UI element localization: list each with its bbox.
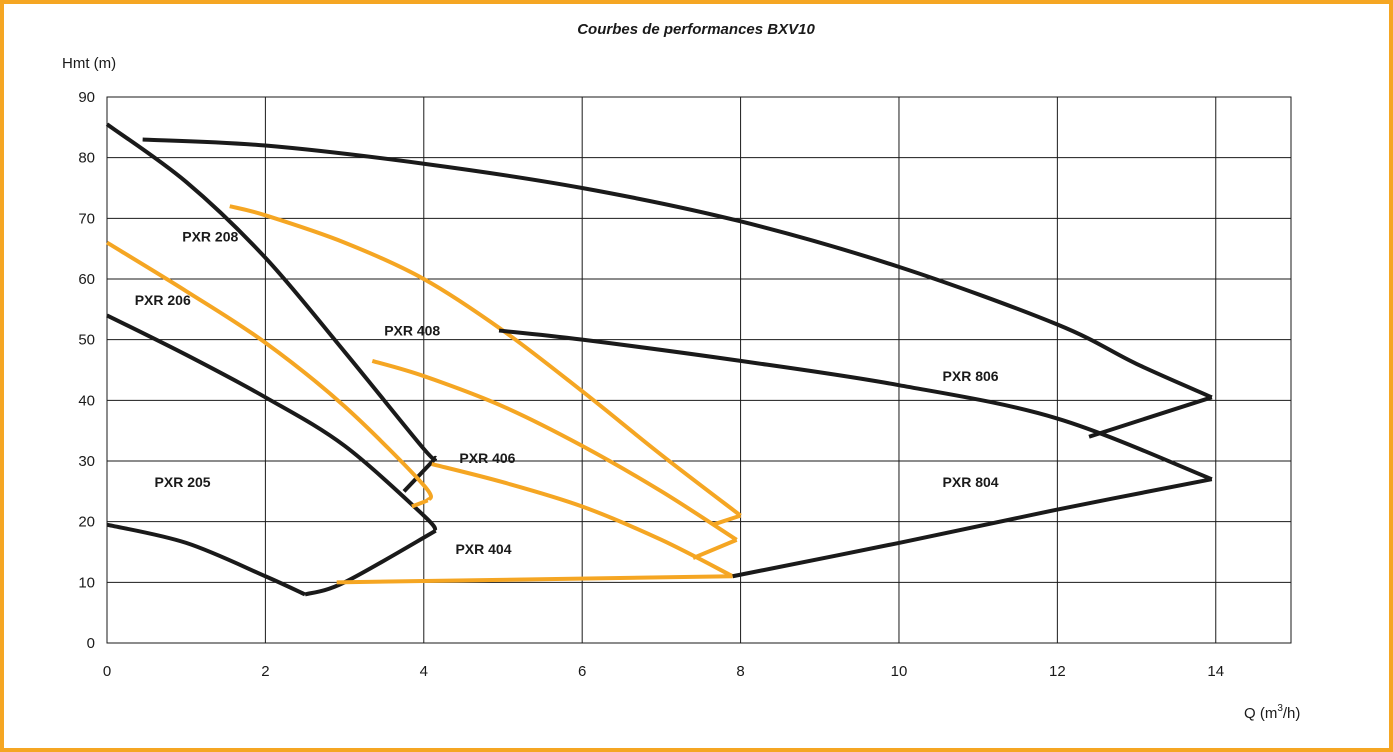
- curve-label-pxr-408: PXR 408: [384, 323, 440, 339]
- curve-pxr804-bottom: [732, 477, 1213, 579]
- x-tick-label: 10: [891, 663, 908, 680]
- curve-labels: PXR 208 PXR 206 PXR 408 PXR 406 PXR 205 PXR 4…: [135, 229, 999, 557]
- x-tick-label: 12: [1049, 663, 1066, 680]
- curve-label-pxr-208: PXR 208: [182, 229, 238, 245]
- curve-pxr404-left: [304, 529, 437, 597]
- curve-pxr404-top: [431, 462, 734, 579]
- y-tick-label: 50: [78, 332, 95, 349]
- x-axis-label: Q (m3/h): [1244, 703, 1300, 722]
- plot-area-border: [106, 96, 1292, 644]
- curve-pxr406-top: [371, 358, 738, 542]
- curve-pxr806-bottom: [1088, 395, 1213, 439]
- curve-pxr208-bottom: [402, 456, 438, 493]
- tick-labels: 0 10 20 30 40 50 60 70 80 90 0 2 4 6 8 10 12 14: [78, 89, 1224, 680]
- y-tick-label: 20: [78, 514, 95, 531]
- curve-label-pxr-404: PXR 404: [455, 541, 511, 557]
- y-tick-label: 0: [87, 635, 95, 652]
- x-tick-label: 14: [1207, 663, 1224, 680]
- curve-pxr206-bottom: [411, 498, 429, 509]
- y-tick-label: 80: [78, 150, 95, 167]
- y-tick-label: 40: [78, 392, 95, 409]
- curve-pxr205-top: [106, 313, 438, 532]
- x-tick-label: 4: [420, 663, 428, 680]
- y-tick-label: 10: [78, 574, 95, 591]
- y-tick-label: 60: [78, 271, 95, 288]
- y-tick-label: 30: [78, 453, 95, 470]
- curve-pxr408-top: [229, 204, 742, 518]
- curve-label-pxr-806: PXR 806: [943, 368, 999, 384]
- curve-pxr208-top: [105, 122, 438, 462]
- x-axis-label-main: Q (m: [1244, 705, 1277, 722]
- chart-title: Courbes de performances BXV10: [577, 21, 815, 38]
- curve-label-pxr-406: PXR 406: [459, 450, 515, 466]
- curve-pxr804-top: [498, 328, 1213, 482]
- x-axis-label-sup: 3: [1277, 703, 1283, 714]
- x-tick-label: 2: [261, 663, 269, 680]
- y-tick-label: 70: [78, 210, 95, 227]
- curves: [105, 122, 1213, 597]
- curve-pxr205-bottom: [106, 522, 306, 597]
- y-tick-label: 90: [78, 89, 95, 106]
- curve-pxr206-top: [105, 240, 433, 502]
- curve-pxr408-bottom: [712, 513, 742, 527]
- curve-pxr406-bottom: [692, 538, 738, 560]
- x-tick-label: 6: [578, 663, 586, 680]
- grid: [106, 96, 1292, 644]
- curve-pxr404-bottom: [336, 574, 733, 585]
- curve-label-pxr-804: PXR 804: [943, 474, 999, 490]
- curve-label-pxr-206: PXR 206: [135, 292, 191, 308]
- x-tick-label: 0: [103, 663, 111, 680]
- curve-label-pxr-205: PXR 205: [155, 474, 211, 490]
- curve-pxr806-top: [142, 137, 1213, 400]
- x-axis-label-tail: /h): [1283, 705, 1301, 722]
- x-tick-label: 8: [736, 663, 744, 680]
- y-axis-label: Hmt (m): [62, 55, 116, 72]
